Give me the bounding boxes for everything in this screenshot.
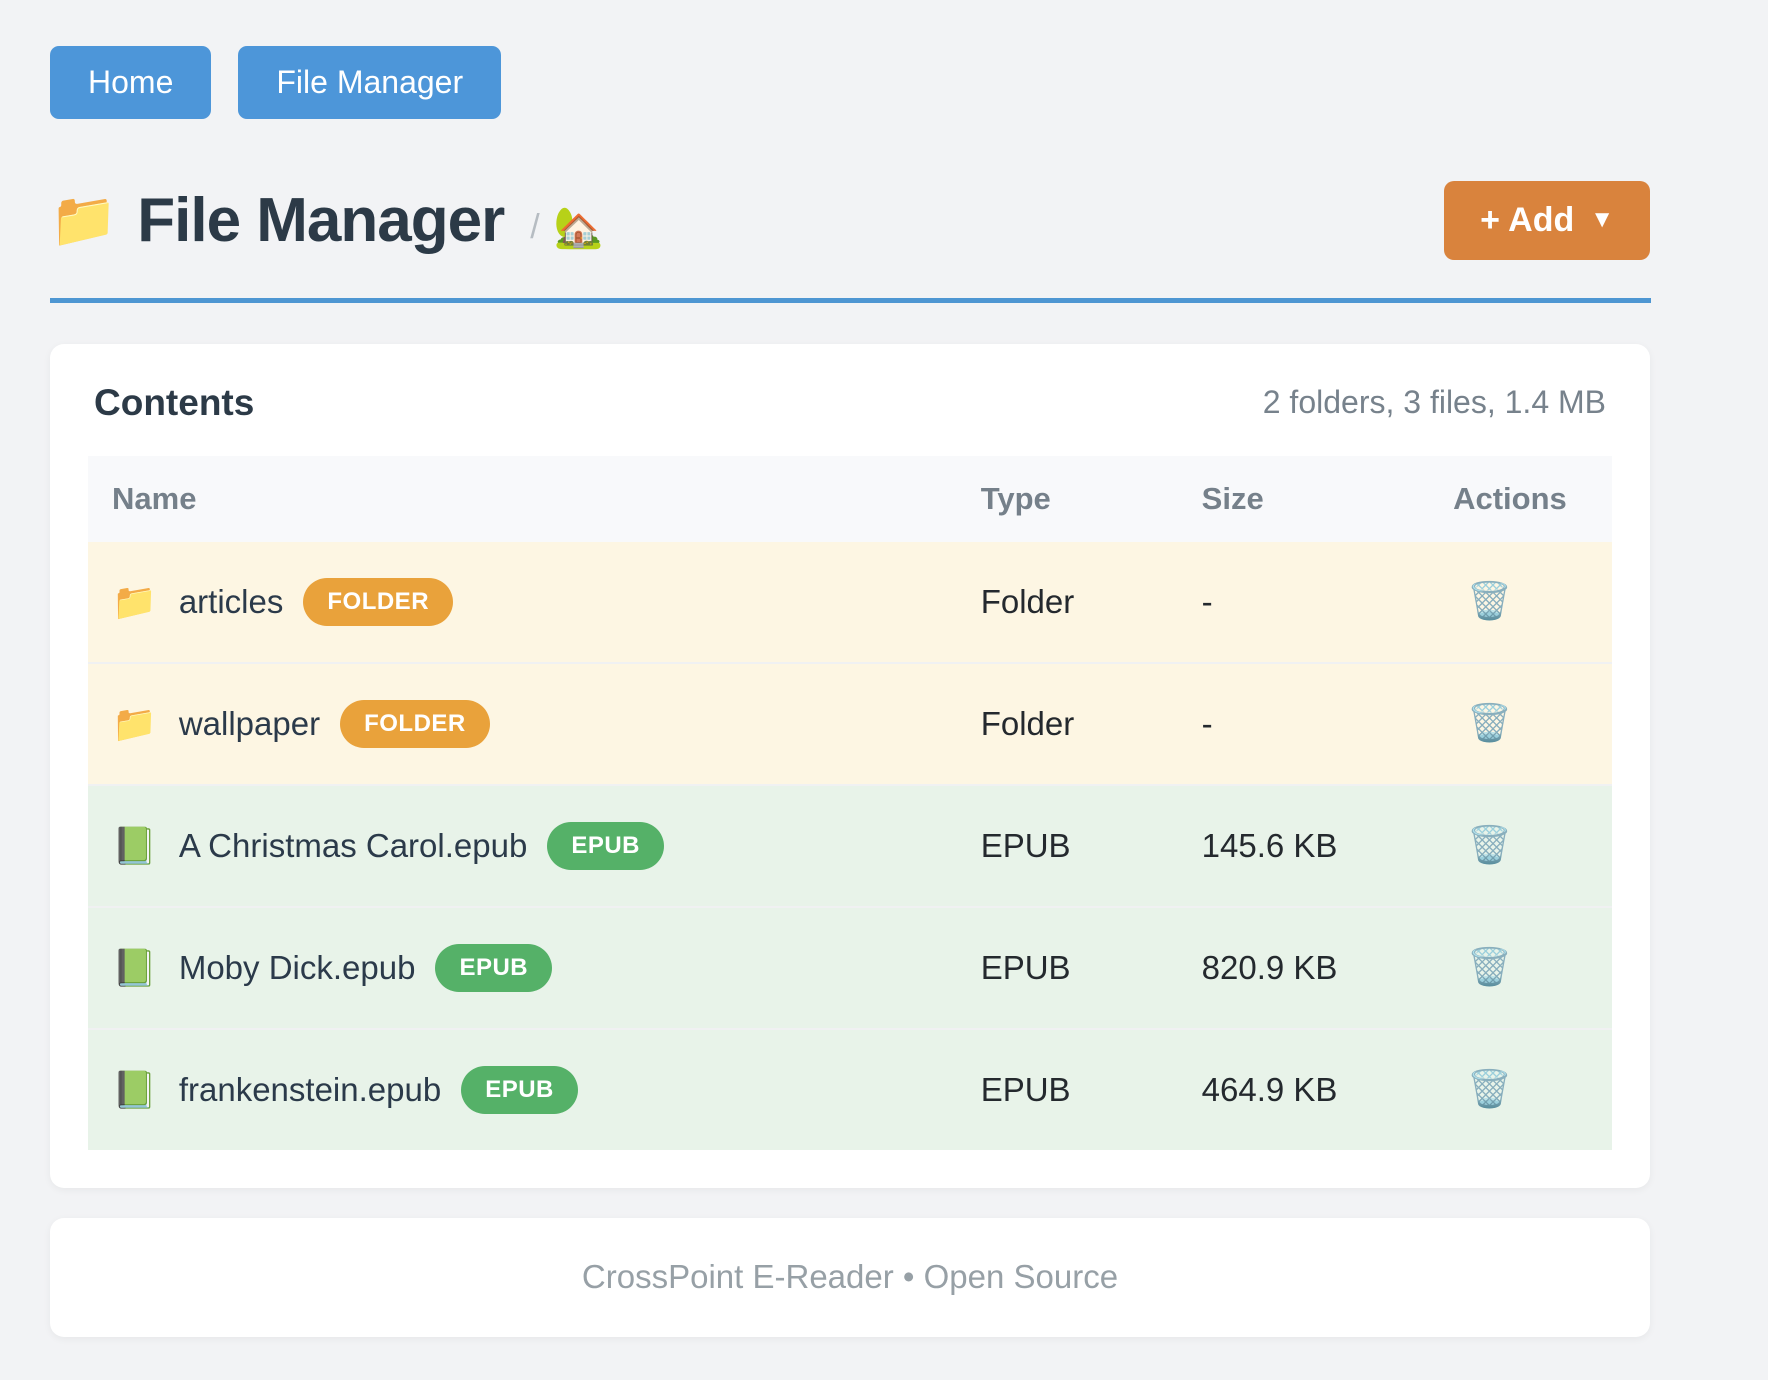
type-badge: EPUB — [435, 943, 553, 992]
folder-icon: 📁 — [50, 189, 118, 250]
file-type: EPUB — [956, 783, 1178, 907]
column-header-size: Size — [1177, 455, 1430, 542]
table-row: 📗 Moby Dick.epub EPUB EPUB 820.9 KB 🗑️ — [88, 905, 1612, 1029]
file-size: - — [1177, 541, 1430, 663]
footer: CrossPoint E-Reader • Open Source — [50, 1217, 1650, 1337]
table-header-row: Name Type Size Actions — [88, 455, 1612, 542]
book-icon: 📗 — [112, 1068, 157, 1110]
contents-card: Contents 2 folders, 3 files, 1.4 MB Name… — [50, 343, 1650, 1188]
type-badge: FOLDER — [303, 577, 454, 626]
column-header-actions: Actions — [1429, 455, 1612, 542]
file-name[interactable]: wallpaper — [178, 704, 321, 742]
add-button-label: + Add — [1480, 200, 1575, 239]
home-icon[interactable]: 🏡 — [553, 205, 604, 250]
delete-button[interactable]: 🗑️ — [1453, 948, 1512, 985]
file-type: Folder — [956, 661, 1178, 785]
book-icon: 📗 — [112, 824, 157, 866]
file-table: Name Type Size Actions 📁 articles FOLDER… — [88, 455, 1612, 1150]
footer-text: CrossPoint E-Reader • Open Source — [581, 1258, 1119, 1296]
table-row: 📁 articles FOLDER Folder - 🗑️ — [88, 541, 1612, 663]
column-header-type: Type — [956, 455, 1178, 542]
delete-button[interactable]: 🗑️ — [1453, 582, 1512, 619]
file-type: Folder — [956, 541, 1178, 663]
contents-header: Contents 2 folders, 3 files, 1.4 MB — [88, 382, 1612, 424]
contents-summary: 2 folders, 3 files, 1.4 MB — [1262, 384, 1606, 421]
table-row: 📗 frankenstein.epub EPUB EPUB 464.9 KB 🗑… — [88, 1027, 1612, 1150]
book-icon: 📗 — [112, 946, 157, 988]
column-header-name: Name — [88, 455, 957, 542]
file-size: 145.6 KB — [1177, 783, 1430, 907]
type-badge: FOLDER — [340, 699, 490, 748]
home-button[interactable]: Home — [50, 46, 212, 119]
folder-icon: 📁 — [112, 702, 157, 744]
type-badge: EPUB — [461, 1065, 578, 1114]
chevron-down-icon: ▼ — [1590, 206, 1614, 234]
breadcrumb-separator: / — [530, 207, 540, 246]
file-manager-button[interactable]: File Manager — [238, 46, 502, 119]
page-title: File Manager — [137, 185, 505, 255]
file-name[interactable]: articles — [178, 582, 284, 620]
file-name[interactable]: A Christmas Carol.epub — [178, 826, 528, 864]
add-button[interactable]: + Add ▼ — [1444, 180, 1650, 260]
contents-heading: Contents — [94, 381, 255, 423]
file-name[interactable]: Moby Dick.epub — [178, 948, 416, 986]
file-type: EPUB — [956, 905, 1178, 1029]
breadcrumb: / 🏡 — [530, 204, 603, 251]
page: Home File Manager 📁 File Manager / 🏡 + A… — [50, 0, 1651, 1337]
delete-button[interactable]: 🗑️ — [1453, 704, 1512, 741]
page-header: 📁 File Manager / 🏡 + Add ▼ — [50, 180, 1650, 260]
delete-button[interactable]: 🗑️ — [1453, 826, 1512, 863]
table-row: 📗 A Christmas Carol.epub EPUB EPUB 145.6… — [88, 783, 1612, 907]
file-type: EPUB — [956, 1027, 1178, 1150]
type-badge: EPUB — [547, 821, 664, 870]
file-size: - — [1177, 661, 1430, 785]
file-size: 820.9 KB — [1177, 905, 1430, 1029]
file-name[interactable]: frankenstein.epub — [178, 1070, 442, 1108]
file-size: 464.9 KB — [1177, 1027, 1430, 1150]
delete-button[interactable]: 🗑️ — [1453, 1070, 1512, 1107]
top-nav: Home File Manager — [50, 46, 1650, 119]
title-group: 📁 File Manager / 🏡 — [50, 185, 604, 256]
title-divider — [50, 297, 1651, 303]
folder-icon: 📁 — [112, 580, 157, 622]
table-row: 📁 wallpaper FOLDER Folder - 🗑️ — [88, 661, 1612, 785]
